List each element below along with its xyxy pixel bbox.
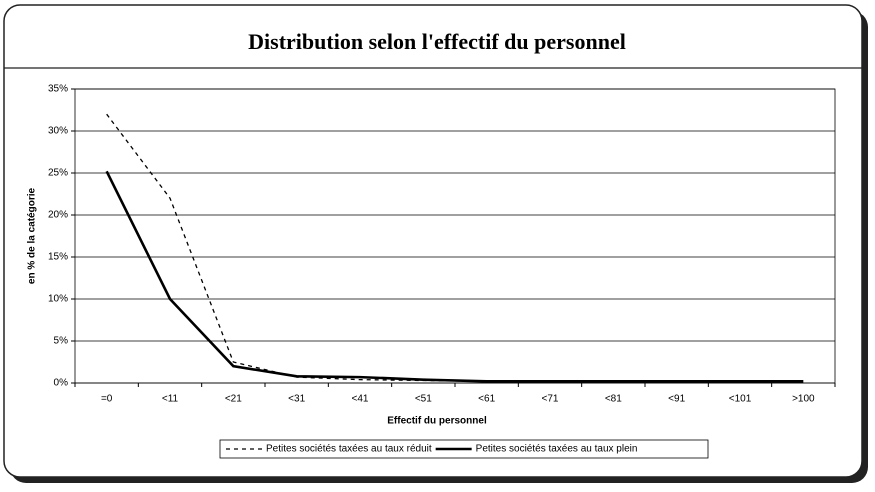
y-tick-label: 10%	[48, 294, 68, 305]
x-tick-label: <91	[668, 394, 685, 405]
x-tick-label: <71	[542, 394, 559, 405]
x-tick-label: <51	[415, 394, 432, 405]
x-axis-label: Effectif du personnel	[387, 416, 487, 427]
x-tick-label: <41	[352, 394, 369, 405]
x-tick-label: <101	[729, 394, 752, 405]
x-tick-label: >100	[792, 394, 815, 405]
frame	[3, 4, 863, 478]
x-tick-label: <11	[162, 394, 179, 405]
legend-label: Petites sociétés taxées au taux réduit	[266, 444, 432, 455]
x-tick-label: =0	[101, 394, 113, 405]
series-line	[105, 170, 804, 383]
chart-title: Distribution selon l'effectif du personn…	[248, 29, 626, 54]
x-tick-label: <21	[225, 394, 242, 405]
y-tick-label: 30%	[48, 126, 68, 137]
y-axis-label: en % de la catégorie	[27, 187, 38, 284]
x-tick-label: <31	[288, 394, 305, 405]
y-tick-label: 5%	[54, 336, 69, 347]
legend-label: Petites sociétés taxées au taux plein	[476, 444, 638, 455]
x-tick-label: <61	[478, 394, 495, 405]
y-tick-label: 25%	[48, 168, 68, 179]
y-tick-label: 35%	[48, 84, 68, 95]
y-tick-label: 0%	[54, 378, 69, 389]
x-tick-label: <81	[605, 394, 622, 405]
y-tick-label: 20%	[48, 210, 68, 221]
y-tick-label: 15%	[48, 252, 68, 263]
